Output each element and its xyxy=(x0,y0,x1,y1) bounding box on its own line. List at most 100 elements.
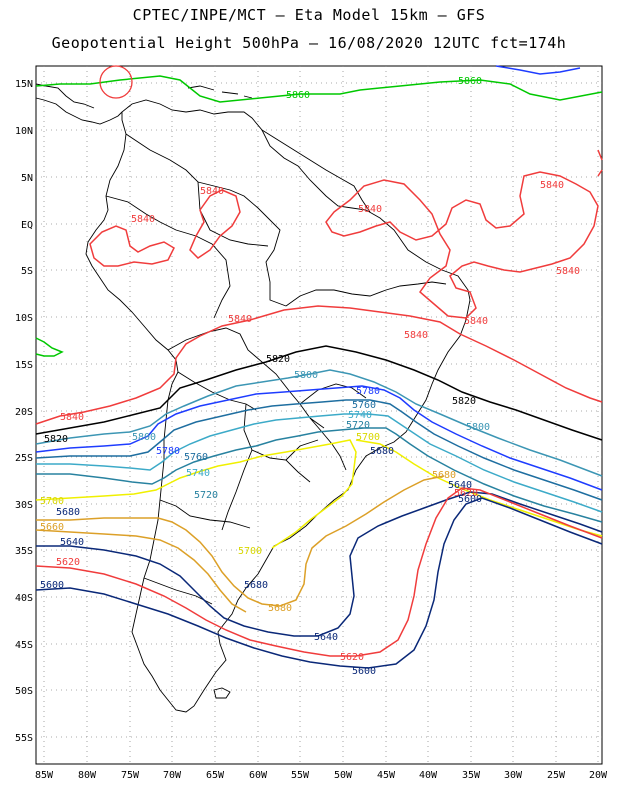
latitude-labels: 15N 10N 5N EQ 5S 10S 15S 20S 25S 30S 35S 40S 45S 50S 5… xyxy=(15,79,33,744)
lon-tick-label: 30W xyxy=(504,770,523,781)
contour-5860 xyxy=(35,75,603,103)
label-5840: 5840 xyxy=(200,186,224,197)
central-america-coast-north xyxy=(35,83,95,109)
label-5840: 5840 xyxy=(60,412,84,423)
contour-5840-far-east xyxy=(597,149,603,177)
lon-tick-label: 85W xyxy=(35,770,54,781)
label-5800: 5800 xyxy=(466,422,490,433)
lat-lon-grid xyxy=(36,66,602,764)
label-5700: 5700 xyxy=(238,546,262,557)
label-5700: 5700 xyxy=(40,496,64,507)
label-5780: 5780 xyxy=(156,446,180,457)
lat-tick-label: EQ xyxy=(21,220,33,231)
lat-tick-label: 25S xyxy=(15,453,33,464)
map-frame xyxy=(35,65,603,765)
contour-5640 xyxy=(36,491,603,637)
lon-tick-label: 40W xyxy=(419,770,438,781)
contour-5820 xyxy=(35,345,603,441)
central-america-coast xyxy=(35,97,123,125)
label-5860: 5860 xyxy=(286,90,310,101)
label-5840: 5840 xyxy=(404,330,428,341)
label-5660: 5660 xyxy=(40,522,64,533)
map-title-line2: Geopotential Height 500hPa – 16/08/2020 … xyxy=(51,34,567,52)
contour-5840-amazon xyxy=(89,225,175,267)
contour-5800 xyxy=(35,369,603,477)
label-5600: 5600 xyxy=(352,666,376,677)
contour-5760 xyxy=(35,399,603,501)
contour-5720 xyxy=(36,427,603,523)
lat-tick-label: 20S xyxy=(15,407,33,418)
contour-5840-main xyxy=(35,305,603,425)
country-borders xyxy=(105,129,447,605)
lat-tick-label: 5S xyxy=(21,266,33,277)
south-america-coast xyxy=(85,99,471,713)
label-5680: 5680 xyxy=(268,603,292,614)
lon-tick-label: 65W xyxy=(206,770,225,781)
caribbean-islands xyxy=(187,85,253,99)
lat-tick-label: 30S xyxy=(15,500,33,511)
contour-5660 xyxy=(35,529,247,613)
height-contours xyxy=(35,65,603,669)
contour-5860-ring xyxy=(99,65,133,99)
label-5640: 5640 xyxy=(60,537,84,548)
lat-tick-label: 55S xyxy=(15,733,33,744)
label-5760: 5760 xyxy=(184,452,208,463)
label-5820: 5820 xyxy=(452,396,476,407)
contour-5680 xyxy=(36,475,445,607)
label-5860: 5860 xyxy=(458,76,482,87)
label-5600: 5600 xyxy=(40,580,64,591)
label-5640: 5640 xyxy=(314,632,338,643)
contour-5700 xyxy=(35,439,603,549)
lon-tick-label: 55W xyxy=(291,770,310,781)
longitude-labels: 85W 80W 75W 70W 65W 60W 55W 50W 45W 40W 35W 30W 25W 2… xyxy=(35,770,608,781)
contour-5620 xyxy=(35,487,603,657)
map-title-line1: CPTEC/INPE/MCT – Eta Model 15km – GFS xyxy=(132,6,486,24)
label-5680: 5680 xyxy=(56,507,80,518)
label-5820: 5820 xyxy=(44,434,68,445)
lat-tick-label: 45S xyxy=(15,640,33,651)
lon-tick-label: 35W xyxy=(462,770,481,781)
label-5840: 5840 xyxy=(358,204,382,215)
lon-tick-label: 60W xyxy=(249,770,268,781)
contour-top-blue xyxy=(495,65,581,75)
contour-5860-west xyxy=(35,337,64,357)
label-5620: 5620 xyxy=(56,557,80,568)
contour-5740 xyxy=(36,413,603,513)
label-5680: 5680 xyxy=(432,470,456,481)
contour-labels: 5860 5860 5840 5840 5840 5840 5840 5840 … xyxy=(40,76,580,677)
lat-tick-label: 50S xyxy=(15,686,33,697)
label-5800: 5800 xyxy=(294,370,318,381)
lon-tick-label: 25W xyxy=(547,770,566,781)
label-5740: 5740 xyxy=(186,468,210,479)
contour-5780 xyxy=(35,385,603,491)
lat-tick-label: 10S xyxy=(15,313,33,324)
label-5620: 5620 xyxy=(454,488,478,499)
label-5600: 5600 xyxy=(458,494,482,505)
lon-tick-label: 70W xyxy=(163,770,182,781)
label-5840: 5840 xyxy=(131,214,155,225)
lon-tick-label: 45W xyxy=(377,770,396,781)
lat-tick-label: 5N xyxy=(21,173,33,184)
label-5720: 5720 xyxy=(194,490,218,501)
label-5760: 5760 xyxy=(352,400,376,411)
contour-5840-north xyxy=(189,189,241,259)
label-5680: 5680 xyxy=(370,446,394,457)
lat-tick-label: 15S xyxy=(15,360,33,371)
lon-tick-label: 75W xyxy=(121,770,140,781)
label-5840: 5840 xyxy=(464,316,488,327)
contour-5600 xyxy=(35,497,603,669)
lat-tick-label: 40S xyxy=(15,593,33,604)
label-5740: 5740 xyxy=(348,410,372,421)
label-5620: 5620 xyxy=(340,652,364,663)
label-5700: 5700 xyxy=(356,432,380,443)
label-5780: 5780 xyxy=(356,386,380,397)
lat-tick-label: 15N xyxy=(15,79,33,90)
lat-tick-label: 35S xyxy=(15,546,33,557)
label-5820: 5820 xyxy=(266,354,290,365)
label-5800: 5800 xyxy=(132,432,156,443)
label-5640: 5640 xyxy=(448,480,472,491)
label-5840: 5840 xyxy=(540,180,564,191)
label-5720: 5720 xyxy=(346,420,370,431)
label-5680: 5680 xyxy=(244,580,268,591)
